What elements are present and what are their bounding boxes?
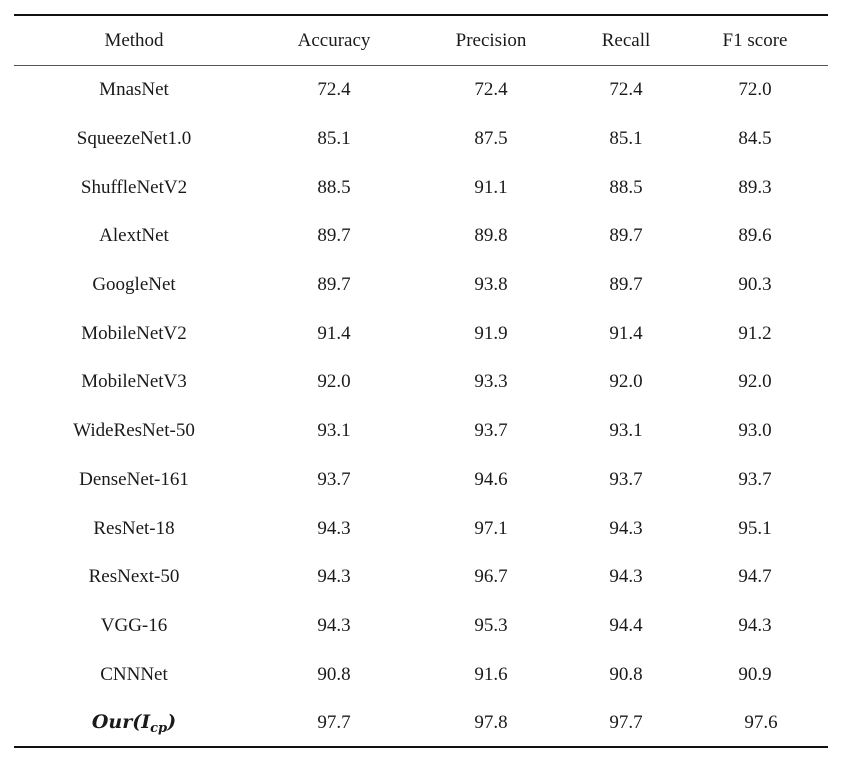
accuracy-cell: 97.7 <box>317 712 351 734</box>
table-row-ours: Our(Icp) 97.7 97.8 97.7 97.6 <box>14 699 828 748</box>
table-row: ResNext-50 94.3 96.7 94.3 94.7 <box>14 553 828 602</box>
accuracy-cell: 92.0 <box>317 371 351 393</box>
accuracy-cell: 85.1 <box>317 128 351 150</box>
table-row: CNNNet 90.8 91.6 90.8 90.9 <box>14 650 828 699</box>
method-cell: CNNNet <box>100 663 168 685</box>
accuracy-cell: 88.5 <box>317 176 351 198</box>
table-row: VGG-16 94.3 95.3 94.4 94.3 <box>14 602 828 651</box>
f1-cell: 90.3 <box>738 274 772 296</box>
accuracy-cell: 94.3 <box>317 517 351 539</box>
header-method: Method <box>104 29 164 51</box>
accuracy-cell: 94.3 <box>317 614 351 636</box>
precision-cell: 94.6 <box>474 468 508 490</box>
recall-cell: 89.7 <box>609 274 643 296</box>
f1-cell: 93.7 <box>738 468 772 490</box>
accuracy-cell: 89.7 <box>317 274 351 296</box>
precision-cell: 89.8 <box>474 225 508 247</box>
table-row: MobileNetV3 92.0 93.3 92.0 92.0 <box>14 358 828 407</box>
f1-cell: 97.6 <box>744 712 778 734</box>
header-accuracy: Accuracy <box>297 29 371 51</box>
table-row: MnasNet 72.4 72.4 72.4 72.0 <box>14 66 828 115</box>
method-cell: DenseNet-161 <box>79 468 189 490</box>
recall-cell: 94.3 <box>609 517 643 539</box>
precision-cell: 93.7 <box>474 420 508 442</box>
precision-cell: 93.8 <box>474 274 508 296</box>
table-header-row: Method Accuracy Precision Recall F1 scor… <box>14 16 828 65</box>
precision-cell: 97.8 <box>474 712 508 734</box>
precision-cell: 97.1 <box>474 517 508 539</box>
table-row: ShuffleNetV2 88.5 91.1 88.5 89.3 <box>14 163 828 212</box>
precision-cell: 93.3 <box>474 371 508 393</box>
header-f1-score: F1 score <box>722 29 788 51</box>
precision-cell: 95.3 <box>474 614 508 636</box>
f1-cell: 89.3 <box>738 176 772 198</box>
method-cell-ours: Our(Icp) <box>54 699 214 748</box>
accuracy-cell: 93.1 <box>317 420 351 442</box>
precision-cell: 91.1 <box>474 176 508 198</box>
recall-cell: 97.7 <box>609 712 643 734</box>
precision-cell: 87.5 <box>474 128 508 150</box>
recall-cell: 88.5 <box>609 176 643 198</box>
f1-cell: 72.0 <box>738 79 772 101</box>
recall-cell: 89.7 <box>609 225 643 247</box>
method-cell: MnasNet <box>99 79 169 101</box>
ours-label-base: Our(I <box>91 710 151 733</box>
recall-cell: 94.4 <box>609 614 643 636</box>
accuracy-cell: 90.8 <box>317 663 351 685</box>
table-body: MnasNet 72.4 72.4 72.4 72.0 SqueezeNet1.… <box>14 66 828 748</box>
accuracy-cell: 93.7 <box>317 468 351 490</box>
method-cell: MobileNetV3 <box>81 371 187 393</box>
method-cell: WideResNet-50 <box>73 420 195 442</box>
f1-cell: 84.5 <box>738 128 772 150</box>
recall-cell: 94.3 <box>609 566 643 588</box>
header-recall: Recall <box>601 29 651 51</box>
method-cell: SqueezeNet1.0 <box>76 128 192 150</box>
table-row: WideResNet-50 93.1 93.7 93.1 93.0 <box>14 407 828 456</box>
f1-cell: 89.6 <box>738 225 772 247</box>
table-row: SqueezeNet1.0 85.1 87.5 85.1 84.5 <box>14 115 828 164</box>
recall-cell: 85.1 <box>609 128 643 150</box>
recall-cell: 92.0 <box>609 371 643 393</box>
recall-cell: 72.4 <box>609 79 643 101</box>
accuracy-cell: 94.3 <box>317 566 351 588</box>
f1-cell: 93.0 <box>738 420 772 442</box>
table-header-rule <box>14 65 828 66</box>
f1-cell: 95.1 <box>738 517 772 539</box>
recall-cell: 91.4 <box>609 322 643 344</box>
ours-label-close: ) <box>167 710 177 733</box>
f1-cell: 90.9 <box>738 663 772 685</box>
ours-label-subscript: cp <box>150 720 168 736</box>
table-row: AlextNet 89.7 89.8 89.7 89.6 <box>14 212 828 261</box>
f1-cell: 91.2 <box>738 322 772 344</box>
method-cell: ResNext-50 <box>88 566 180 588</box>
method-cell: VGG-16 <box>100 614 168 636</box>
precision-cell: 91.9 <box>474 322 508 344</box>
table-top-rule <box>14 14 828 16</box>
accuracy-cell: 72.4 <box>317 79 351 101</box>
table-row: DenseNet-161 93.7 94.6 93.7 93.7 <box>14 456 828 505</box>
table-row: GoogleNet 89.7 93.8 89.7 90.3 <box>14 261 828 310</box>
results-table: Method Accuracy Precision Recall F1 scor… <box>14 14 828 748</box>
recall-cell: 90.8 <box>609 663 643 685</box>
recall-cell: 93.1 <box>609 420 643 442</box>
ours-label: Our(Icp) <box>92 711 176 736</box>
accuracy-cell: 91.4 <box>317 322 351 344</box>
precision-cell: 96.7 <box>474 566 508 588</box>
table-row: ResNet-18 94.3 97.1 94.3 95.1 <box>14 504 828 553</box>
method-cell: ResNet-18 <box>93 517 175 539</box>
table-row: MobileNetV2 91.4 91.9 91.4 91.2 <box>14 309 828 358</box>
method-cell: MobileNetV2 <box>81 322 187 344</box>
header-precision: Precision <box>455 29 527 51</box>
method-cell: ShuffleNetV2 <box>80 176 188 198</box>
f1-cell: 92.0 <box>738 371 772 393</box>
precision-cell: 91.6 <box>474 663 508 685</box>
table-bottom-rule <box>14 746 828 748</box>
accuracy-cell: 89.7 <box>317 225 351 247</box>
method-cell: GoogleNet <box>92 274 176 296</box>
f1-cell: 94.3 <box>738 614 772 636</box>
precision-cell: 72.4 <box>474 79 508 101</box>
method-cell: AlextNet <box>99 225 169 247</box>
f1-cell: 94.7 <box>738 566 772 588</box>
recall-cell: 93.7 <box>609 468 643 490</box>
